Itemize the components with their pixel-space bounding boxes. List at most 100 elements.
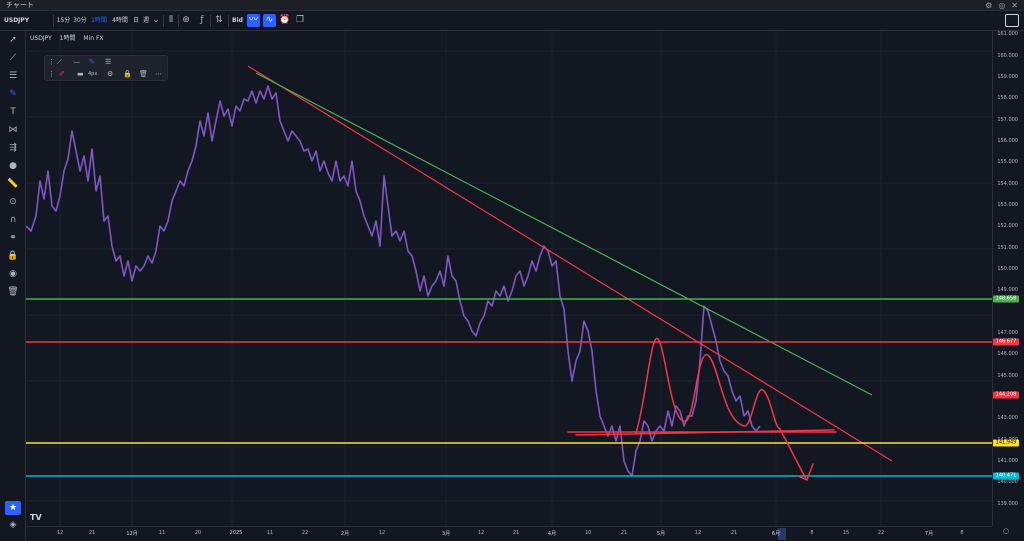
legend-interval: 1時間 <box>59 35 76 42</box>
grid <box>26 31 992 526</box>
y-tick: 155.000 <box>997 159 1018 165</box>
x-tick: 12 <box>56 530 64 536</box>
prediction-icon[interactable]: ⇶ <box>9 143 17 153</box>
drag-handle-icon-2[interactable]: ⋮ <box>48 70 55 78</box>
line-tool-icon[interactable]: ⟋ <box>57 58 62 66</box>
target-icon[interactable]: ◎ <box>998 1 1006 10</box>
bid-button[interactable]: Bid <box>232 17 243 24</box>
line-width-label[interactable]: 4px <box>88 71 98 77</box>
interval-15m-button[interactable]: 15分 <box>56 17 71 24</box>
interval-1h-button[interactable]: 1時間 <box>91 17 107 24</box>
compare-icon[interactable]: ⇅ <box>215 15 223 25</box>
favorites-icon[interactable]: ★ <box>5 501 21 515</box>
menu-lines-icon[interactable]: ☰ <box>105 58 112 66</box>
fibonacci-icon[interactable]: ☰ <box>8 71 18 81</box>
fullscreen-icon[interactable] <box>1005 14 1019 27</box>
interval-week-button[interactable]: 週 <box>142 17 149 24</box>
more-icon[interactable]: ⋯ <box>155 70 162 78</box>
x-tick: 22 <box>877 530 885 536</box>
price-chart[interactable] <box>26 31 992 526</box>
y-tick: 152.000 <box>997 223 1018 229</box>
y-tick: 151.000 <box>997 245 1018 251</box>
interval-4h-button[interactable]: 4時間 <box>112 17 128 24</box>
tradingview-logo: TV <box>30 513 42 522</box>
y-tick: 147.000 <box>997 330 1018 336</box>
neckline-stroke-2 <box>575 429 835 436</box>
x-tick: 11 <box>266 530 274 536</box>
interval-dropdown-icon[interactable]: ⌄ <box>152 15 160 25</box>
price-label-yellow: 141.949 <box>993 439 1019 447</box>
close-icon[interactable]: ✕ <box>1011 1 1018 10</box>
price-series <box>26 85 761 477</box>
y-tick: 140.000 <box>997 479 1018 485</box>
add-indicator-icon[interactable]: ⊕ <box>182 15 190 25</box>
lock-drawings-icon[interactable]: ⚭ <box>9 233 17 243</box>
y-tick: 149.000 <box>997 287 1018 293</box>
head-and-shoulders-path <box>635 337 781 434</box>
lock-icon[interactable]: 🔒 <box>7 251 19 261</box>
alert-icon[interactable]: ⏰ <box>279 15 291 25</box>
x-tick: 5月 <box>656 531 666 537</box>
pattern-icon[interactable]: ⋈ <box>8 125 18 135</box>
trash-icon[interactable]: 🗑 <box>7 287 19 297</box>
x-tick: 6月 <box>771 531 781 537</box>
delete-icon[interactable]: 🗑 <box>139 70 148 78</box>
line-width-icon[interactable]: ▬ <box>77 70 84 78</box>
brush-icon[interactable]: ✎ <box>9 89 17 99</box>
zoom-icon[interactable]: ⊙ <box>9 197 17 207</box>
layout-icon[interactable]: ❐ <box>295 15 305 25</box>
window-controls: ⚙ ◎ ✕ <box>985 0 1018 11</box>
price-axis[interactable]: 161.000 160.000 159.000 158.000 157.000 … <box>992 31 1024 526</box>
chart-legend: USDJPY 1時間 Min FX <box>30 33 110 42</box>
axis-settings-icon[interactable]: ○ <box>1003 527 1010 535</box>
x-tick: 2月 <box>340 531 350 537</box>
x-tick: 8 <box>960 530 964 536</box>
legend-symbol: USDJPY <box>30 35 52 42</box>
y-tick: 143.000 <box>997 415 1018 421</box>
drag-handle-icon[interactable]: ⋮ <box>48 58 55 66</box>
forecast-arrow-path <box>779 428 807 480</box>
trendline-green <box>255 72 873 396</box>
x-tick: 22 <box>301 530 309 536</box>
forecast-arrow-head <box>797 463 814 482</box>
brush-tool-icon[interactable]: ✎ <box>89 58 95 66</box>
interval-30m-button[interactable]: 30分 <box>73 17 87 24</box>
chart-type-icon[interactable]: ⫴ <box>169 15 173 25</box>
drawing-tools-sidebar: ➚ ⟋ ☰ ✎ T ⋈ ⇶ ● 📏 ⊙ ∩ ⚭ 🔒 ◉ 🗑 ★ ◈ <box>0 31 26 541</box>
ruler-icon[interactable]: 📏 <box>7 179 19 189</box>
wave-chart-icon[interactable]: ∿ <box>263 14 276 27</box>
x-tick: 21 <box>620 530 628 536</box>
trendline-icon[interactable]: ⟋ <box>9 53 17 63</box>
symbol-search-button[interactable]: USDJPY <box>4 17 30 24</box>
object-tree-icon[interactable]: ◈ <box>9 520 17 530</box>
price-label-cyan: 140.471 <box>993 472 1019 480</box>
magnet-icon[interactable]: ∩ <box>9 215 17 225</box>
text-icon[interactable]: T <box>10 107 16 117</box>
x-tick: 21 <box>88 530 96 536</box>
x-tick: 8 <box>810 530 814 536</box>
window-title: チャート <box>6 1 34 9</box>
y-tick: 160.000 <box>997 53 1018 59</box>
y-tick: 158.000 <box>997 95 1018 101</box>
time-axis-highlight <box>778 528 786 540</box>
cursor-icon[interactable]: ➚ <box>9 35 17 45</box>
indicators-icon[interactable]: ƒ <box>200 15 204 25</box>
price-label-red: 146.677 <box>993 338 1019 346</box>
settings-icon[interactable]: ⚙ <box>107 70 114 78</box>
time-axis[interactable]: 12 21 12月 11 20 2025 11 22 2月 12 3月 12 2… <box>26 526 992 541</box>
x-tick: 12月 <box>126 531 138 537</box>
x-tick: 7月 <box>924 531 934 537</box>
interval-day-button[interactable]: 日 <box>132 17 139 24</box>
color-pencil-icon[interactable]: ✐ <box>59 70 65 78</box>
shapes-icon[interactable]: ● <box>9 161 17 171</box>
lock-icon[interactable]: 🔒 <box>123 70 132 78</box>
horizontal-line-icon[interactable]: — <box>73 58 80 66</box>
price-label-current: 144.208 <box>993 391 1019 399</box>
visibility-icon[interactable]: ◉ <box>9 269 17 279</box>
line-chart-icon[interactable]: 〰 <box>247 14 260 27</box>
horizontal-levels <box>26 298 992 477</box>
x-tick: 15 <box>842 530 850 536</box>
hand-drawn-pattern <box>567 337 837 482</box>
x-tick: 21 <box>730 530 738 536</box>
settings-icon[interactable]: ⚙ <box>985 1 993 10</box>
